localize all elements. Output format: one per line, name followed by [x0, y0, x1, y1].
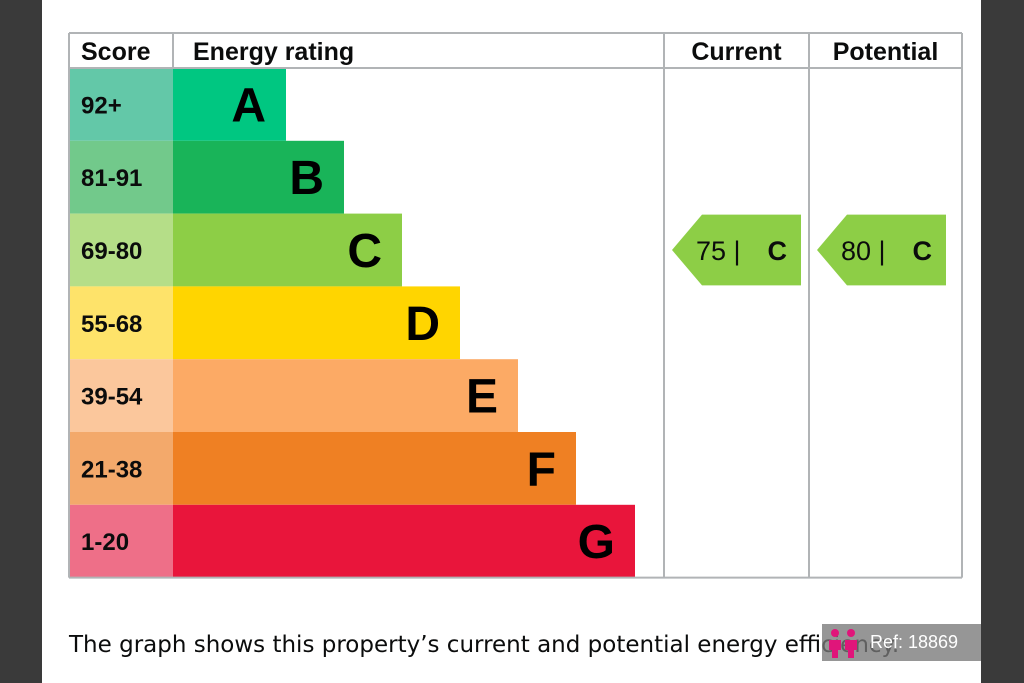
score-cell-g [69, 504, 173, 578]
score-cell-d [69, 286, 173, 360]
rating-bar-g [173, 504, 635, 578]
current-band-letter: C [768, 236, 788, 266]
rating-letter-f: F [527, 443, 556, 496]
score-range-b: 81-91 [81, 165, 142, 192]
potential-band-letter: C [913, 236, 933, 266]
header-potential: Potential [833, 38, 939, 66]
rating-bar-e [173, 359, 518, 432]
rating-letter-a: A [231, 79, 266, 132]
score-range-c: 69-80 [81, 238, 142, 265]
chart-caption: The graph shows this property’s current … [69, 632, 900, 658]
potential-score: 80 | [841, 236, 886, 266]
score-cell-e [69, 359, 173, 432]
rating-letter-g: G [578, 516, 615, 569]
score-range-f: 21-38 [81, 456, 142, 483]
header-energy-rating: Energy rating [193, 38, 354, 66]
current-score: 75 | [696, 236, 741, 266]
score-range-e: 39-54 [81, 384, 143, 411]
rating-letter-d: D [405, 298, 440, 351]
score-cell-b [69, 140, 173, 214]
score-range-d: 55-68 [81, 311, 142, 338]
potential-arrow [817, 214, 946, 286]
epc-panel: Score Energy rating Current Potential 92+ A 81… [42, 0, 981, 683]
current-arrow [672, 214, 801, 286]
ref-badge: Ref: 18869 [822, 624, 981, 661]
rating-bar-c [173, 213, 402, 287]
header-score: Score [81, 38, 151, 66]
people-logo-icon [826, 628, 862, 658]
epc-chart: Score Energy rating Current Potential 92+ A 81… [68, 32, 963, 579]
score-cell-f [69, 432, 173, 505]
rating-letter-c: C [347, 225, 382, 278]
score-range-g: 1-20 [81, 529, 129, 556]
rating-letter-e: E [466, 371, 498, 424]
score-cell-c [69, 213, 173, 287]
rating-bar-b [173, 140, 344, 214]
rating-bar-f [173, 432, 576, 505]
score-cell-a [69, 68, 173, 141]
rating-bar-d [173, 286, 460, 360]
ref-number: Ref: 18869 [870, 632, 959, 652]
rating-bar-a [173, 68, 286, 141]
rating-letter-b: B [289, 152, 324, 205]
score-range-a: 92+ [81, 92, 122, 119]
header-current: Current [691, 38, 782, 66]
